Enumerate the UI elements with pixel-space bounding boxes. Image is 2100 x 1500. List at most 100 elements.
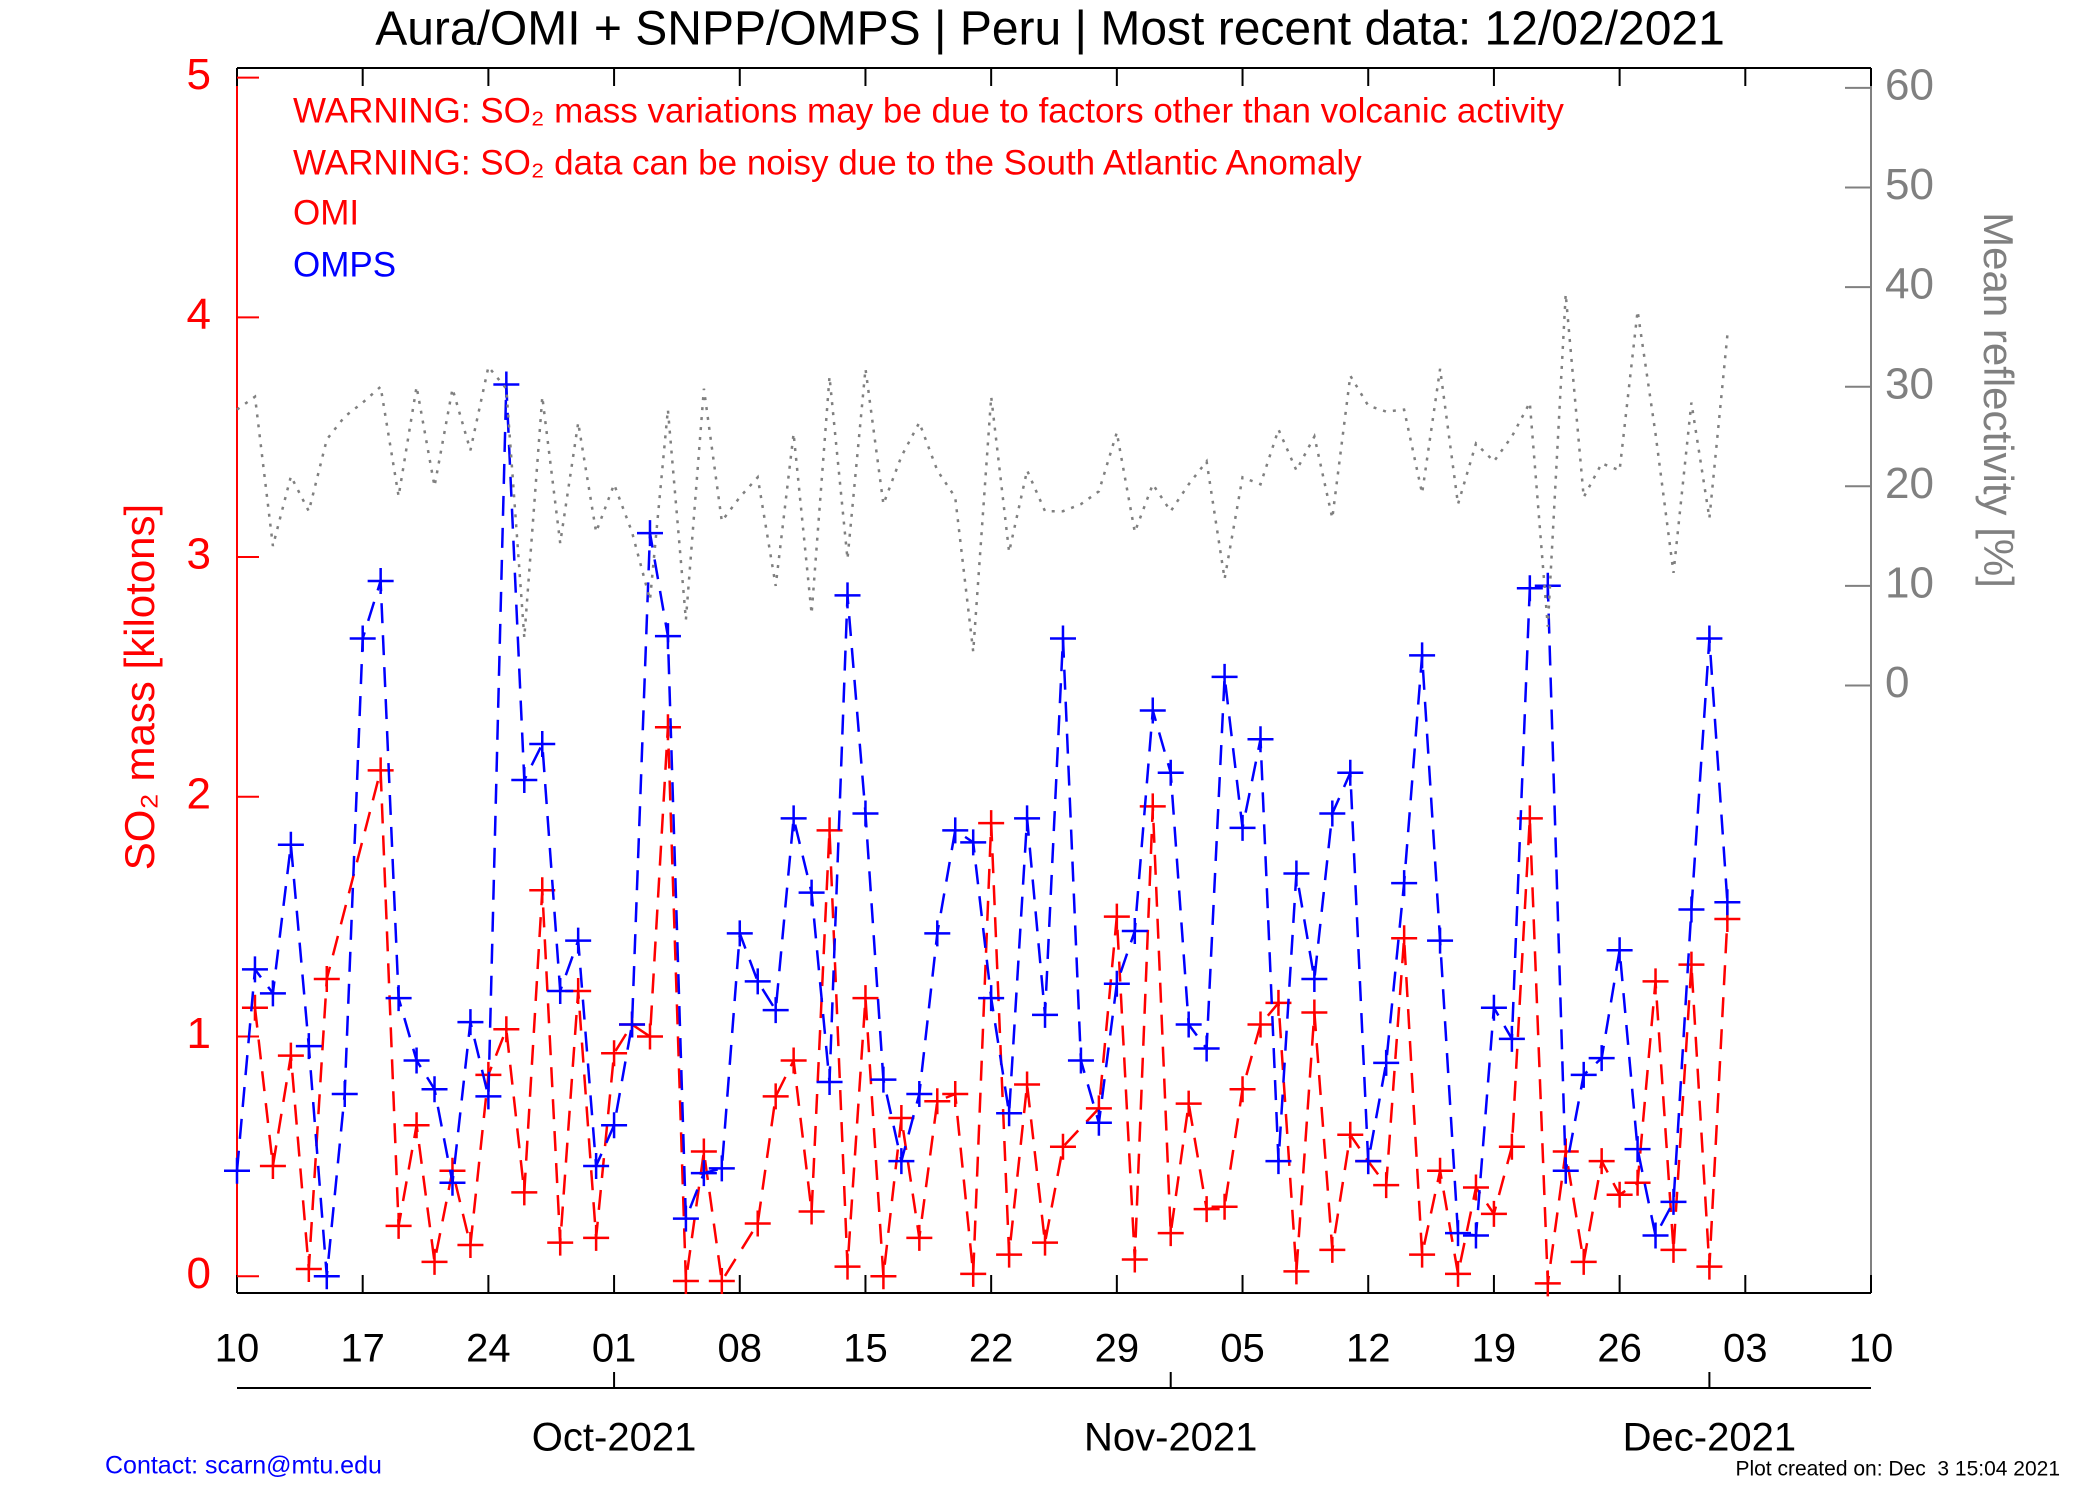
marker bbox=[385, 1212, 412, 1239]
marker bbox=[1139, 697, 1166, 724]
marker bbox=[1427, 1157, 1454, 1184]
y2-tick-label: 20 bbox=[1885, 459, 1934, 508]
marker bbox=[1696, 1253, 1723, 1280]
marker bbox=[906, 1224, 933, 1251]
annotation: WARNING: SO₂ mass variations may be due … bbox=[293, 91, 1564, 130]
footer-created: Plot created on: Dec 3 15:04 2021 bbox=[1735, 1458, 2060, 1481]
marker bbox=[888, 1105, 915, 1131]
marker bbox=[1624, 1169, 1651, 1196]
marker bbox=[1373, 1172, 1400, 1199]
marker bbox=[601, 1112, 628, 1139]
marker bbox=[1534, 1270, 1561, 1297]
marker bbox=[1085, 1109, 1112, 1136]
y-tick-label: 4 bbox=[187, 290, 211, 339]
x-tick-label: 29 bbox=[1095, 1327, 1140, 1371]
marker bbox=[798, 879, 825, 906]
marker bbox=[1337, 1121, 1364, 1148]
marker bbox=[1067, 1047, 1094, 1074]
marker bbox=[241, 994, 268, 1021]
marker bbox=[834, 1253, 861, 1280]
marker bbox=[852, 800, 879, 827]
marker bbox=[834, 582, 861, 609]
marker bbox=[1660, 1188, 1687, 1215]
y2-tick-label: 50 bbox=[1885, 160, 1934, 209]
marker bbox=[1211, 1193, 1238, 1220]
marker bbox=[1373, 1049, 1400, 1076]
marker bbox=[780, 1047, 807, 1074]
marker bbox=[1498, 1025, 1525, 1052]
marker bbox=[403, 1047, 430, 1074]
y2-tick-label: 40 bbox=[1885, 260, 1934, 309]
marker bbox=[1032, 1001, 1059, 1028]
marker bbox=[960, 829, 987, 856]
marker bbox=[1714, 889, 1741, 916]
x-tick-label: 01 bbox=[592, 1327, 637, 1371]
marker bbox=[331, 1081, 358, 1108]
marker bbox=[511, 1179, 538, 1206]
marker bbox=[439, 1169, 466, 1196]
series-line bbox=[235, 384, 1729, 1277]
marker bbox=[493, 1016, 520, 1043]
month-label: Dec-2021 bbox=[1623, 1416, 1796, 1460]
marker bbox=[277, 1042, 304, 1069]
x-tick-label: 08 bbox=[718, 1327, 763, 1371]
marker bbox=[744, 968, 771, 995]
marker bbox=[924, 920, 951, 947]
marker bbox=[924, 1088, 951, 1115]
marker bbox=[996, 1100, 1023, 1127]
marker bbox=[942, 817, 969, 844]
marker bbox=[1014, 805, 1041, 832]
marker bbox=[1606, 937, 1633, 964]
marker bbox=[1049, 625, 1076, 652]
marker bbox=[1319, 800, 1346, 827]
marker bbox=[1480, 1200, 1507, 1227]
marker bbox=[1642, 1222, 1669, 1249]
marker bbox=[1121, 918, 1148, 945]
marker bbox=[762, 1083, 789, 1110]
marker bbox=[295, 1256, 322, 1283]
marker bbox=[1175, 1011, 1202, 1038]
marker bbox=[367, 568, 394, 595]
marker bbox=[529, 877, 556, 904]
marker bbox=[259, 980, 286, 1007]
marker bbox=[421, 1076, 448, 1103]
marker bbox=[1570, 1248, 1597, 1275]
marker bbox=[259, 1152, 286, 1179]
marker bbox=[1139, 793, 1166, 820]
marker bbox=[1283, 860, 1310, 887]
x-tick-label: 19 bbox=[1472, 1327, 1517, 1371]
series-line bbox=[236, 293, 1729, 652]
marker bbox=[852, 985, 879, 1012]
marker bbox=[1678, 951, 1705, 978]
marker bbox=[601, 1040, 628, 1067]
marker bbox=[996, 1241, 1023, 1268]
marker bbox=[636, 1023, 663, 1050]
marker bbox=[1247, 1011, 1274, 1038]
marker bbox=[1211, 663, 1238, 690]
marker bbox=[1462, 1222, 1489, 1249]
marker bbox=[403, 1112, 430, 1139]
y-axis-label: SO₂ mass [kilotons] bbox=[116, 504, 163, 870]
marker bbox=[1301, 999, 1328, 1026]
marker bbox=[1552, 1157, 1579, 1184]
x-tick-label: 22 bbox=[969, 1327, 1014, 1371]
marker bbox=[978, 810, 1005, 837]
y2-tick-label: 60 bbox=[1885, 61, 1934, 110]
x-tick-label: 03 bbox=[1723, 1327, 1768, 1371]
marker bbox=[1624, 1136, 1651, 1163]
marker bbox=[942, 1081, 969, 1108]
marker bbox=[1696, 625, 1723, 652]
marker bbox=[511, 766, 538, 793]
x-tick-label: 10 bbox=[215, 1327, 260, 1371]
marker bbox=[672, 1268, 699, 1295]
marker bbox=[475, 1083, 502, 1110]
marker bbox=[313, 1263, 340, 1290]
marker bbox=[583, 1224, 610, 1251]
marker bbox=[1445, 1260, 1472, 1287]
marker bbox=[654, 623, 681, 650]
marker bbox=[1283, 1258, 1310, 1285]
marker bbox=[1588, 1045, 1615, 1072]
y2-tick-label: 10 bbox=[1885, 559, 1934, 608]
